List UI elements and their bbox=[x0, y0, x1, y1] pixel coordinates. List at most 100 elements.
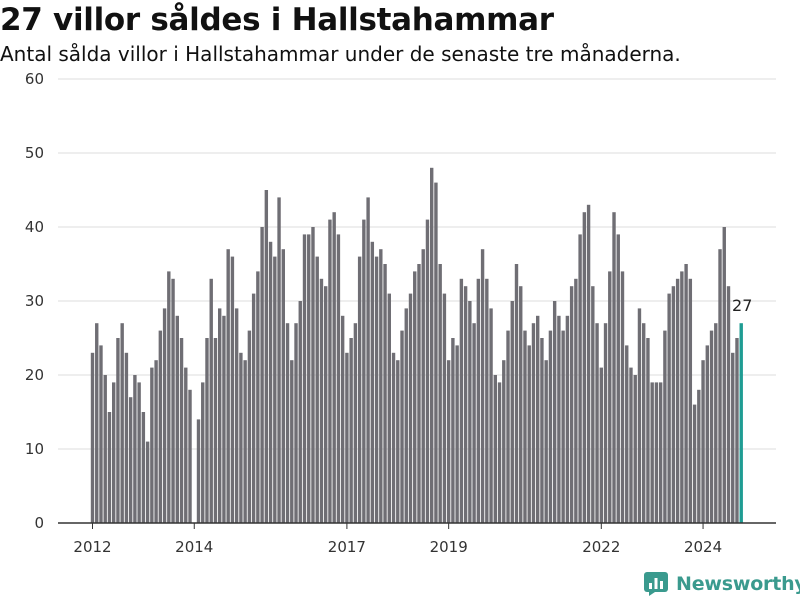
bar bbox=[404, 308, 408, 523]
bar bbox=[480, 249, 485, 523]
bar bbox=[345, 352, 349, 523]
x-tick-label: 2019 bbox=[430, 538, 468, 556]
bar bbox=[629, 367, 633, 523]
bar bbox=[658, 382, 663, 523]
bar bbox=[671, 286, 676, 523]
bar bbox=[353, 323, 358, 523]
y-tick-label: 10 bbox=[25, 440, 44, 458]
bar bbox=[116, 338, 120, 523]
x-tick-label: 2012 bbox=[73, 538, 111, 556]
bar bbox=[446, 360, 451, 523]
bar bbox=[145, 441, 150, 523]
bar bbox=[124, 352, 129, 523]
bar bbox=[396, 360, 400, 523]
bar bbox=[536, 315, 540, 523]
bar bbox=[485, 278, 489, 523]
bar bbox=[735, 338, 739, 523]
bar bbox=[718, 249, 722, 523]
bar bbox=[552, 301, 557, 523]
bar bbox=[379, 249, 383, 523]
brand-name: Newsworthy bbox=[676, 573, 800, 595]
bar bbox=[633, 375, 637, 523]
bar bbox=[603, 323, 608, 523]
bar bbox=[442, 293, 447, 523]
bar bbox=[362, 219, 366, 523]
bar bbox=[273, 256, 277, 523]
bar bbox=[374, 256, 379, 523]
bar bbox=[421, 249, 425, 523]
bar bbox=[247, 330, 252, 523]
bar bbox=[417, 264, 421, 523]
y-tick-label: 60 bbox=[25, 70, 44, 88]
bar bbox=[120, 323, 124, 523]
bar bbox=[722, 227, 726, 523]
bar bbox=[154, 360, 158, 523]
bar bbox=[184, 367, 188, 523]
x-tick-label: 2024 bbox=[684, 538, 722, 556]
bar bbox=[510, 301, 514, 523]
bar bbox=[434, 182, 438, 523]
bar bbox=[251, 293, 256, 523]
bar bbox=[213, 338, 218, 523]
bar bbox=[425, 219, 430, 523]
bar bbox=[582, 212, 587, 523]
newsworthy-logo-icon bbox=[644, 572, 668, 596]
bar bbox=[243, 360, 247, 523]
bar bbox=[578, 234, 582, 523]
bar bbox=[455, 345, 459, 523]
bar bbox=[731, 352, 735, 523]
bar bbox=[468, 301, 472, 523]
newsworthy-logo: Newsworthy bbox=[644, 570, 800, 598]
bar bbox=[141, 412, 146, 523]
bar bbox=[311, 227, 315, 523]
y-tick-label: 40 bbox=[25, 218, 44, 236]
bar bbox=[493, 375, 497, 523]
bar bbox=[391, 352, 396, 523]
bar bbox=[692, 404, 697, 523]
labels: 0 10 20 30 40 50 60 2012 2014 2017 2019 2022 2024 27 bbox=[25, 70, 752, 556]
bar bbox=[506, 330, 510, 523]
bar bbox=[540, 338, 544, 523]
bar bbox=[709, 330, 714, 523]
bar bbox=[281, 249, 285, 523]
bar bbox=[171, 278, 175, 523]
bar bbox=[387, 293, 391, 523]
bar bbox=[625, 345, 629, 523]
bar bbox=[684, 264, 688, 523]
bar bbox=[408, 293, 413, 523]
bar bbox=[150, 367, 154, 523]
bar bbox=[349, 338, 353, 523]
bar bbox=[688, 278, 693, 523]
bar bbox=[519, 286, 523, 523]
bar bbox=[218, 308, 222, 523]
bar bbox=[489, 308, 493, 523]
bar bbox=[137, 382, 141, 523]
bar bbox=[383, 264, 387, 523]
bar bbox=[260, 227, 264, 523]
bar bbox=[531, 323, 536, 523]
y-tick-label: 0 bbox=[34, 514, 44, 532]
bar bbox=[595, 323, 599, 523]
bar bbox=[201, 382, 205, 523]
bar bbox=[357, 256, 362, 523]
bar bbox=[95, 323, 99, 523]
bar bbox=[133, 375, 137, 523]
bar bbox=[268, 241, 273, 524]
y-tick-label: 20 bbox=[25, 366, 44, 384]
bar bbox=[112, 382, 116, 523]
bar bbox=[544, 360, 548, 523]
bar bbox=[188, 389, 192, 523]
bar bbox=[336, 234, 341, 523]
bar bbox=[726, 286, 731, 523]
bar bbox=[128, 397, 133, 523]
bar bbox=[620, 271, 625, 523]
bar bbox=[264, 190, 269, 523]
bar bbox=[663, 330, 667, 523]
bar bbox=[234, 308, 239, 523]
bar bbox=[612, 212, 616, 523]
bar bbox=[667, 293, 671, 523]
bar bbox=[451, 338, 455, 523]
bar bbox=[654, 382, 659, 523]
y-tick-label: 50 bbox=[25, 144, 44, 162]
